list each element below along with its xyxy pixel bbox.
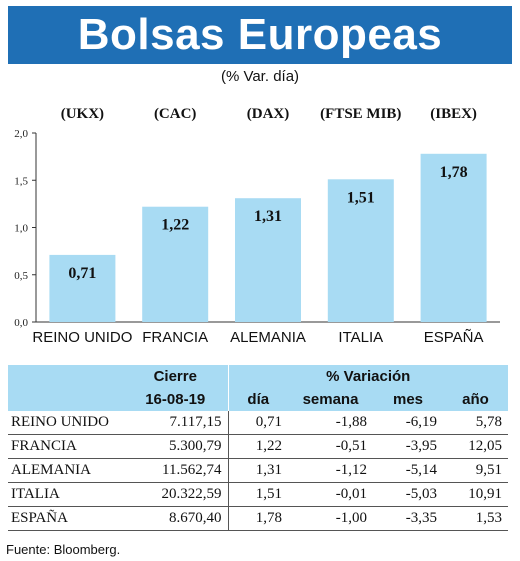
column-header-mes: mes — [373, 388, 443, 411]
data-table: Cierre % Variación 16-08-19 día semana m… — [8, 365, 508, 531]
table-row: REINO UNIDO 7.117,15 0,71 -1,88 -6,19 5,… — [8, 411, 508, 435]
y-tick-label: 1,0 — [14, 223, 28, 235]
bar-value-label: 1,78 — [440, 164, 468, 181]
table-cell-mes: -5,14 — [405, 462, 437, 478]
table-corner — [8, 365, 123, 388]
y-tick-label: 1,5 — [14, 175, 28, 187]
index-label: (IBEX) — [430, 106, 477, 122]
table-row: FRANCIA 5.300,79 1,22 -0,51 -3,95 12,05 — [8, 434, 508, 459]
table-corner-2 — [8, 388, 123, 411]
table-cell-mes: -5,03 — [405, 486, 437, 502]
table-cell-dia: 1,31 — [255, 462, 282, 478]
table-cell-country: ESPAÑA — [11, 510, 68, 526]
table-cell-country: ALEMANIA — [11, 462, 91, 478]
title-banner: Bolsas Europeas — [8, 6, 512, 64]
group-header-cierre: Cierre — [123, 365, 229, 388]
bar-value-label: 1,31 — [254, 208, 282, 225]
table-cell-semana: -0,51 — [335, 438, 367, 454]
index-label: (FTSE MIB) — [320, 106, 401, 122]
table-cell-mes: -3,95 — [405, 438, 437, 454]
table-row: ALEMANIA 11.562,74 1,31 -1,12 -5,14 9,51 — [8, 458, 508, 483]
table-row: ITALIA 20.322,59 1,51 -0,01 -5,03 10,91 — [8, 482, 508, 507]
chart-title: Bolsas Europeas — [77, 10, 443, 59]
table-cell-mes: -3,35 — [405, 510, 437, 526]
bar — [420, 153, 487, 322]
y-tick-label: 0,0 — [14, 317, 28, 329]
table-cell-mes: -6,19 — [405, 414, 437, 430]
table-cell-ano: 10,91 — [468, 486, 502, 502]
bar-value-label: 1,22 — [161, 217, 189, 234]
source-note: Fuente: Bloomberg. — [6, 542, 121, 557]
bar — [142, 206, 209, 322]
table-cell-cierre: 11.562,74 — [123, 458, 229, 483]
table-cell-dia: 1,22 — [255, 438, 282, 454]
column-header-dia: día — [228, 388, 288, 411]
table-cell-semana: -0,01 — [335, 486, 367, 502]
table-cell-ano: 12,05 — [468, 438, 502, 454]
table-cell-ano: 9,51 — [475, 462, 502, 478]
x-tick-label: ITALIA — [338, 329, 383, 346]
table-column-header-row: 16-08-19 día semana mes año — [8, 388, 508, 411]
x-tick-label: FRANCIA — [142, 329, 208, 346]
table-cell-cierre: 20.322,59 — [123, 482, 229, 507]
table-cell-country: REINO UNIDO — [11, 414, 109, 430]
table-cell-dia: 1,78 — [255, 510, 282, 526]
column-header-semana: semana — [288, 388, 373, 411]
table-cell-semana: -1,88 — [335, 414, 367, 430]
table-cell-ano: 1,53 — [475, 510, 502, 526]
table-cell-dia: 1,51 — [255, 486, 282, 502]
x-tick-label: REINO UNIDO — [32, 329, 132, 346]
index-label: (UKX) — [61, 106, 104, 122]
table-cell-country: FRANCIA — [11, 438, 77, 454]
x-tick-label: ESPAÑA — [424, 329, 484, 346]
table-group-header-row: Cierre % Variación — [8, 365, 508, 388]
table-cell-cierre: 7.117,15 — [123, 411, 229, 435]
column-header-ano: año — [443, 388, 508, 411]
table-cell-semana: -1,00 — [335, 510, 367, 526]
chart-subtitle: (% Var. día) — [220, 68, 300, 85]
table-row: ESPAÑA 8.670,40 1,78 -1,00 -3,35 1,53 — [8, 506, 508, 531]
table-cell-cierre: 5.300,79 — [123, 434, 229, 459]
bar — [327, 179, 394, 322]
column-header-date: 16-08-19 — [123, 388, 229, 411]
bar — [235, 198, 301, 322]
y-tick-label: 0,5 — [14, 270, 28, 282]
table-cell-ano: 5,78 — [475, 414, 502, 430]
bar-chart: 0,0 0,5 1,0 1,5 2,0 (UKX) 0,71 REINO UNIDO (CAC)… — [14, 106, 500, 346]
table-cell-country: ITALIA — [11, 486, 60, 502]
table-cell-cierre: 8.670,40 — [123, 506, 229, 531]
table-cell-semana: -1,12 — [335, 462, 367, 478]
bar — [49, 254, 116, 322]
bar-value-label: 0,71 — [68, 265, 96, 282]
y-tick-label: 2,0 — [14, 128, 28, 140]
table-cell-dia: 0,71 — [255, 414, 282, 430]
group-header-variacion: % Variación — [228, 365, 508, 388]
index-label: (DAX) — [247, 106, 290, 122]
x-tick-label: ALEMANIA — [230, 329, 306, 346]
index-label: (CAC) — [154, 106, 197, 122]
bar-value-label: 1,51 — [347, 189, 375, 206]
